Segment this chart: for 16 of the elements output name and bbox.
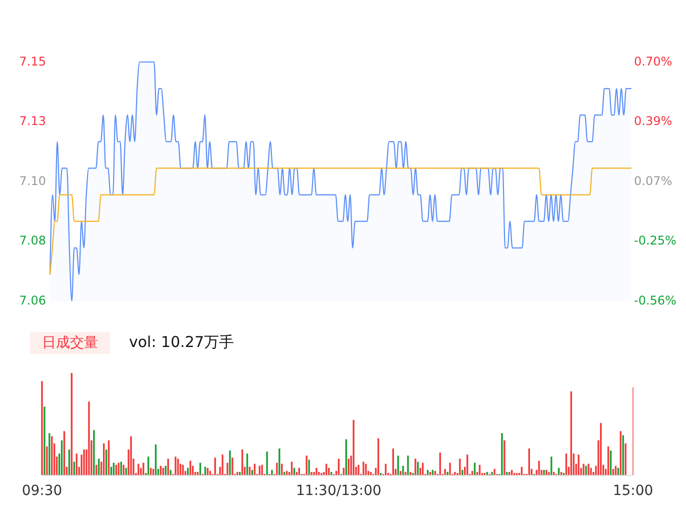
x-tick-label: 09:30 (22, 483, 62, 499)
y2-tick-label: 0.07% (634, 174, 672, 188)
y2-tick-label: 0.39% (634, 114, 672, 128)
x-tick-label: 11:30/13:00 (296, 483, 382, 499)
line-series (49, 168, 632, 275)
chart-subtitle: vol: 10.27万手 (129, 333, 234, 352)
y2-tick-label: -0.25% (634, 234, 676, 248)
y-tick-label: 7.15 (19, 54, 46, 68)
y-tick-label: 7.08 (19, 234, 46, 248)
chart-title: 日成交量 (42, 334, 98, 351)
y-tick-label: 7.13 (19, 114, 46, 128)
y2-tick-label: 0.70% (634, 54, 672, 68)
y-tick-label: 7.10 (19, 174, 46, 188)
x-tick-label: 15:00 (612, 483, 654, 499)
y2-tick-label: -0.56% (634, 293, 676, 308)
y-tick-label: 7.06 (19, 293, 46, 308)
